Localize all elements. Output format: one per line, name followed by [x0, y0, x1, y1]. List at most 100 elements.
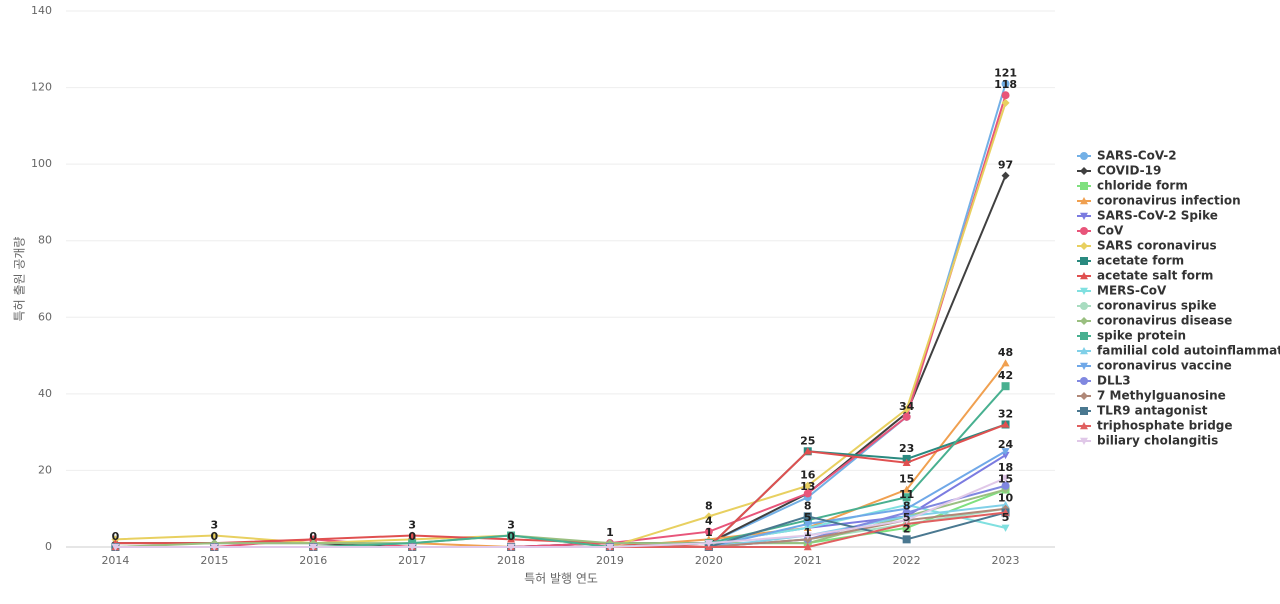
legend-label: DLL3	[1097, 374, 1131, 388]
data-point	[1001, 500, 1010, 509]
y-tick-label: 140	[31, 4, 52, 17]
data-label: 8	[804, 499, 812, 512]
data-label: 8	[903, 499, 911, 512]
series-line	[115, 102, 1007, 549]
x-tick-label: 2014	[101, 554, 129, 567]
series-line	[115, 94, 1007, 548]
data-label: 3	[408, 519, 416, 532]
data-point	[902, 508, 911, 517]
legend-item[interactable]: 7 Methylguanosine	[1077, 389, 1226, 403]
x-tick-label: 2021	[794, 554, 822, 567]
x-tick-label: 2015	[200, 554, 228, 567]
data-label: 0	[211, 530, 219, 543]
legend-item[interactable]: MERS-CoV	[1077, 284, 1167, 298]
legend-marker	[1080, 407, 1088, 415]
data-label: 0	[507, 530, 515, 543]
legend-item[interactable]: triphosphate bridge	[1077, 419, 1233, 433]
legend-item[interactable]: acetate form	[1077, 254, 1184, 268]
legend-item[interactable]: chloride form	[1077, 179, 1188, 193]
data-point	[803, 520, 812, 529]
legend-item[interactable]: spike protein	[1077, 329, 1186, 343]
data-point	[902, 501, 911, 509]
data-point	[803, 481, 812, 490]
data-label: 1	[705, 526, 713, 539]
y-tick-label: 100	[31, 157, 52, 170]
legend-label: coronavirus vaccine	[1097, 359, 1232, 373]
legend-label: MERS-CoV	[1097, 284, 1167, 298]
data-point	[803, 524, 812, 532]
x-tick-label: 2017	[398, 554, 426, 567]
data-point	[902, 405, 911, 414]
data-label: 34	[899, 400, 915, 413]
y-tick-label: 60	[38, 310, 52, 323]
data-point	[902, 517, 911, 525]
legend-label: 7 Methylguanosine	[1097, 389, 1226, 403]
data-point	[1001, 79, 1010, 88]
legend-marker	[1080, 317, 1088, 325]
x-tick-label: 2023	[992, 554, 1020, 567]
legend-item[interactable]: SARS-CoV-2	[1077, 149, 1177, 163]
legend-item[interactable]: biliary cholangitis	[1077, 434, 1218, 448]
data-point	[1001, 448, 1010, 456]
legend-marker	[1080, 257, 1088, 265]
data-point	[1001, 171, 1010, 180]
series-line	[115, 83, 1007, 548]
legend-marker	[1080, 152, 1088, 160]
legend-item[interactable]: TLR9 antagonist	[1077, 404, 1208, 418]
legend-item[interactable]: DLL3	[1077, 374, 1131, 388]
data-point	[309, 535, 318, 543]
legend-label: TLR9 antagonist	[1097, 404, 1208, 418]
legend-label: SARS coronavirus	[1097, 239, 1217, 253]
legend-marker	[1080, 437, 1088, 445]
legend-marker	[1080, 167, 1088, 175]
legend-item[interactable]: COVID-19	[1077, 164, 1161, 178]
legend-item[interactable]: coronavirus spike	[1077, 299, 1217, 313]
data-point	[111, 543, 120, 551]
legend-item[interactable]: CoV	[1077, 224, 1124, 238]
legend-item[interactable]: SARS-CoV-2 Spike	[1077, 209, 1218, 223]
legend-item[interactable]: familial cold autoinflammat...	[1077, 344, 1280, 358]
x-tick-label: 2020	[695, 554, 723, 567]
data-point	[902, 412, 911, 421]
legend-marker	[1080, 332, 1088, 340]
data-point	[1001, 451, 1010, 460]
data-label: 24	[998, 438, 1014, 451]
legend-marker	[1080, 422, 1088, 430]
data-label: 121	[994, 67, 1017, 80]
legend-item[interactable]: SARS coronavirus	[1077, 239, 1217, 253]
legend-label: biliary cholangitis	[1097, 434, 1218, 448]
data-label: 0	[309, 530, 317, 543]
data-point	[803, 532, 812, 540]
data-point	[1001, 98, 1010, 107]
legend-label: spike protein	[1097, 329, 1186, 343]
data-label: 4	[705, 515, 713, 528]
legend-item[interactable]: coronavirus disease	[1077, 314, 1232, 328]
data-point	[803, 543, 812, 551]
data-point	[1001, 91, 1010, 100]
data-point	[902, 458, 911, 466]
legend-label: CoV	[1097, 224, 1124, 238]
data-point	[507, 543, 516, 551]
data-label: 97	[998, 159, 1013, 172]
y-tick-label: 120	[31, 81, 52, 94]
x-tick-label: 2022	[893, 554, 921, 567]
y-tick-label: 20	[38, 463, 52, 476]
legend-marker	[1080, 242, 1088, 250]
data-label: 32	[998, 407, 1013, 420]
data-point	[704, 512, 713, 521]
legend-marker	[1080, 197, 1088, 205]
data-label: 13	[800, 480, 815, 493]
data-label: 48	[998, 346, 1013, 359]
legend-label: coronavirus spike	[1097, 299, 1217, 313]
legend-label: COVID-19	[1097, 164, 1161, 178]
legend-item[interactable]: coronavirus infection	[1077, 194, 1241, 208]
legend-marker	[1080, 287, 1088, 295]
series-line	[115, 477, 1006, 548]
legend-item[interactable]: coronavirus vaccine	[1077, 359, 1232, 373]
data-label: 42	[998, 369, 1013, 382]
legend-item[interactable]: acetate salt form	[1077, 269, 1213, 283]
legend-marker	[1080, 392, 1088, 400]
legend-label: coronavirus infection	[1097, 194, 1241, 208]
legend-marker	[1080, 272, 1088, 280]
